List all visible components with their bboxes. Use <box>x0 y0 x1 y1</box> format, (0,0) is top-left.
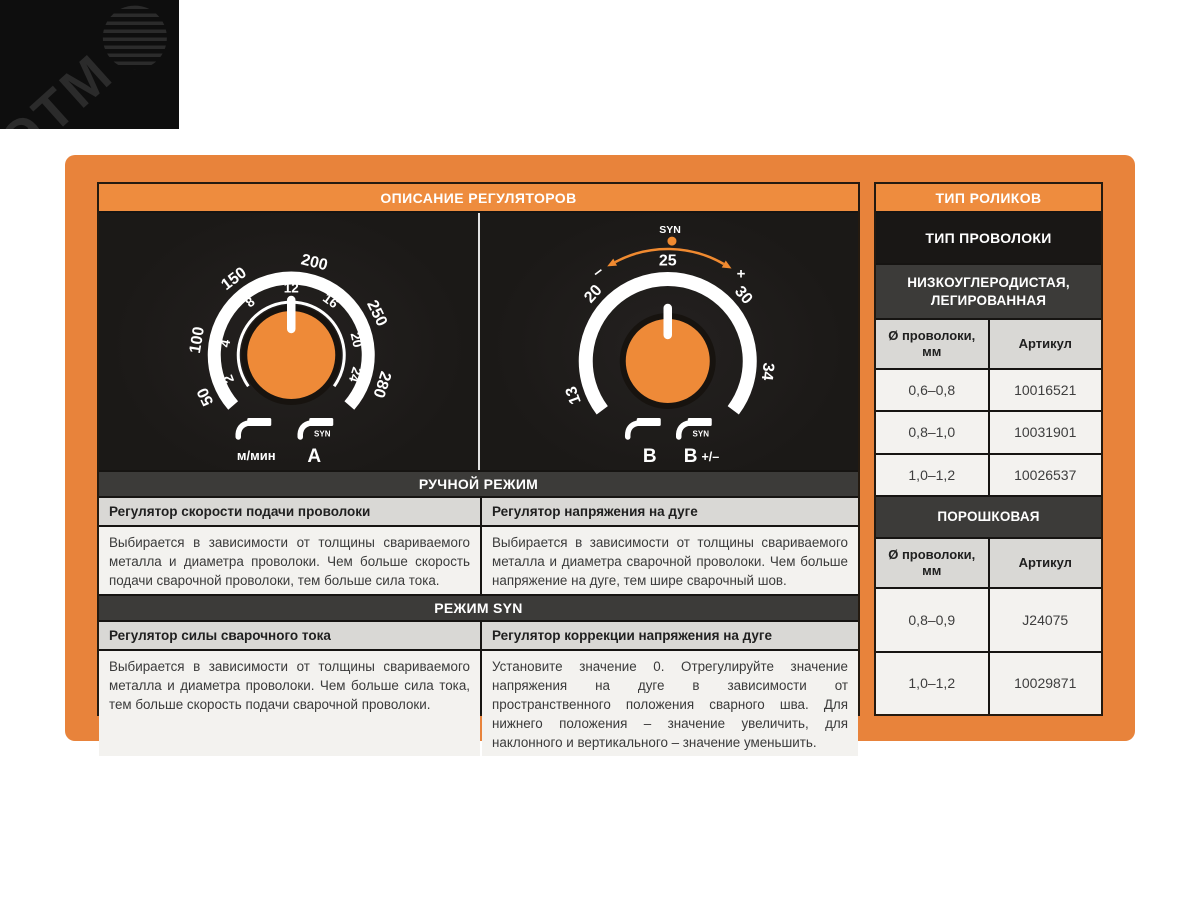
column-description: Выбирается в зависимости от толщины свар… <box>99 527 480 595</box>
table-body: 0,8–0,9 J24075 1,0–1,2 10029871 <box>876 589 1101 714</box>
column-title: Регулятор напряжения на дуге <box>482 498 858 525</box>
syn-label: SYN <box>692 430 709 439</box>
torch-icon <box>235 418 272 440</box>
watermark-logo: ЭТМ <box>0 0 179 129</box>
roller-types-title: ТИП РОЛИКОВ <box>876 184 1101 211</box>
knob-area: 2 4 8 12 16 20 24 50 100 150 200 250 280 SYN м/мин A 13… <box>99 213 858 470</box>
column-description: Выбирается в зависимости от толщины свар… <box>99 651 480 757</box>
section-header-syn-mode: РЕЖИМ SYN <box>99 596 858 621</box>
table-header-row: Ø проволоки, мм Артикул <box>876 320 1101 368</box>
wire-type-header: ТИП ПРОВОЛОКИ <box>876 213 1101 263</box>
syn-marker-label: SYN <box>659 224 681 236</box>
column-title: Регулятор силы сварочного тока <box>99 622 480 650</box>
wire-diameter-cell: 0,6–0,8 <box>876 370 988 411</box>
article-cell: J24075 <box>989 589 1101 651</box>
knob-divider <box>477 213 480 470</box>
table-row: 0,8–1,0 10031901 <box>876 412 1101 453</box>
column-description: Установите значение 0. Отрегулируйте зна… <box>482 651 858 757</box>
table-row: 1,0–1,2 10029871 <box>876 652 1101 714</box>
article-cell: 10031901 <box>989 412 1101 453</box>
outer-scale-label: 200 <box>299 251 329 274</box>
torch-icon: SYN <box>297 418 334 440</box>
roller-types-box: ТИП РОЛИКОВ ТИП ПРОВОЛОКИ НИЗКОУГЛЕРОДИС… <box>874 182 1103 716</box>
outer-scale-label: 50 <box>194 385 217 409</box>
syn-label: SYN <box>314 430 331 439</box>
section-header-manual-mode: РУЧНОЙ РЕЖИМ <box>99 472 858 496</box>
column-title: Регулятор коррекции напряжения на дуге <box>482 622 858 650</box>
control-panel-sticker: ОПИСАНИЕ РЕГУЛЯТОРОВ 2 4 8 12 16 20 24 50 100 150… <box>65 155 1135 757</box>
brand-text: ЭТМ <box>0 41 126 129</box>
wire-speed-knob-panel: 2 4 8 12 16 20 24 50 100 150 200 250 280 SYN м/мин A <box>99 213 479 470</box>
outer-scale-label: 100 <box>187 325 208 354</box>
column-title: Регулятор скорости подачи проволоки <box>99 498 480 525</box>
column-description: Выбирается в зависимости от толщины свар… <box>482 527 858 595</box>
wire-group-name: ПОРОШКОВАЯ <box>876 497 1101 537</box>
plus-label: + <box>736 266 745 283</box>
wire-diameter-cell: 1,0–1,2 <box>876 652 988 714</box>
inner-scale-label: 20 <box>348 331 366 349</box>
table-row: 0,6–0,8 10016521 <box>876 370 1101 411</box>
table-body: 0,6–0,8 10016521 0,8–1,0 10031901 1,0–1,… <box>876 370 1101 495</box>
voltage-scale-label: 34 <box>757 362 776 382</box>
wire-diameter-cell: 0,8–0,9 <box>876 589 988 651</box>
minus-label: – <box>589 262 606 281</box>
wire-diameter-cell: 1,0–1,2 <box>876 454 988 495</box>
torch-icon: SYN <box>675 418 712 440</box>
knob-unit-label: B <box>642 446 656 467</box>
watermark-rotated-group: ЭТМ <box>0 0 179 129</box>
knob-unit-label: B +/– <box>683 446 719 467</box>
voltage-scale-label: 25 <box>658 253 676 270</box>
inner-scale-label: 4 <box>217 338 233 348</box>
globe-icon <box>103 5 168 70</box>
article-cell: 10026537 <box>989 454 1101 495</box>
inner-scale-label: 24 <box>346 365 365 384</box>
diameter-column-header: Ø проволоки, мм <box>876 539 988 587</box>
diameter-column-header: Ø проволоки, мм <box>876 320 988 368</box>
knob-unit-label: A <box>307 446 321 467</box>
table-row: 1,0–1,2 10026537 <box>876 454 1101 495</box>
regulators-box: ОПИСАНИЕ РЕГУЛЯТОРОВ 2 4 8 12 16 20 24 50 100 150… <box>97 182 860 757</box>
inner-scale-label: 12 <box>284 281 299 296</box>
syn-adjust-arrow <box>614 247 724 266</box>
wire-group-name: НИЗКОУГЛЕРОДИСТАЯ, ЛЕГИРОВАННАЯ <box>876 265 1101 318</box>
article-cell: 10016521 <box>989 370 1101 411</box>
knob-unit-label: м/мин <box>237 448 276 463</box>
table-row: 0,8–0,9 J24075 <box>876 589 1101 651</box>
table-header-row: Ø проволоки, мм Артикул <box>876 539 1101 587</box>
regulators-title: ОПИСАНИЕ РЕГУЛЯТОРОВ <box>99 184 858 211</box>
voltage-scale-label: 13 <box>562 384 584 407</box>
article-column-header: Артикул <box>989 320 1101 368</box>
outer-scale-label: 280 <box>369 369 393 400</box>
wire-diameter-cell: 0,8–1,0 <box>876 412 988 453</box>
syn-position-dot <box>666 236 676 246</box>
voltage-knob-panel: 13 20 25 30 34– + SYN SYN B B +/– <box>478 213 858 470</box>
torch-icon <box>624 418 661 440</box>
article-cell: 10029871 <box>989 652 1101 714</box>
article-column-header: Артикул <box>989 539 1101 587</box>
